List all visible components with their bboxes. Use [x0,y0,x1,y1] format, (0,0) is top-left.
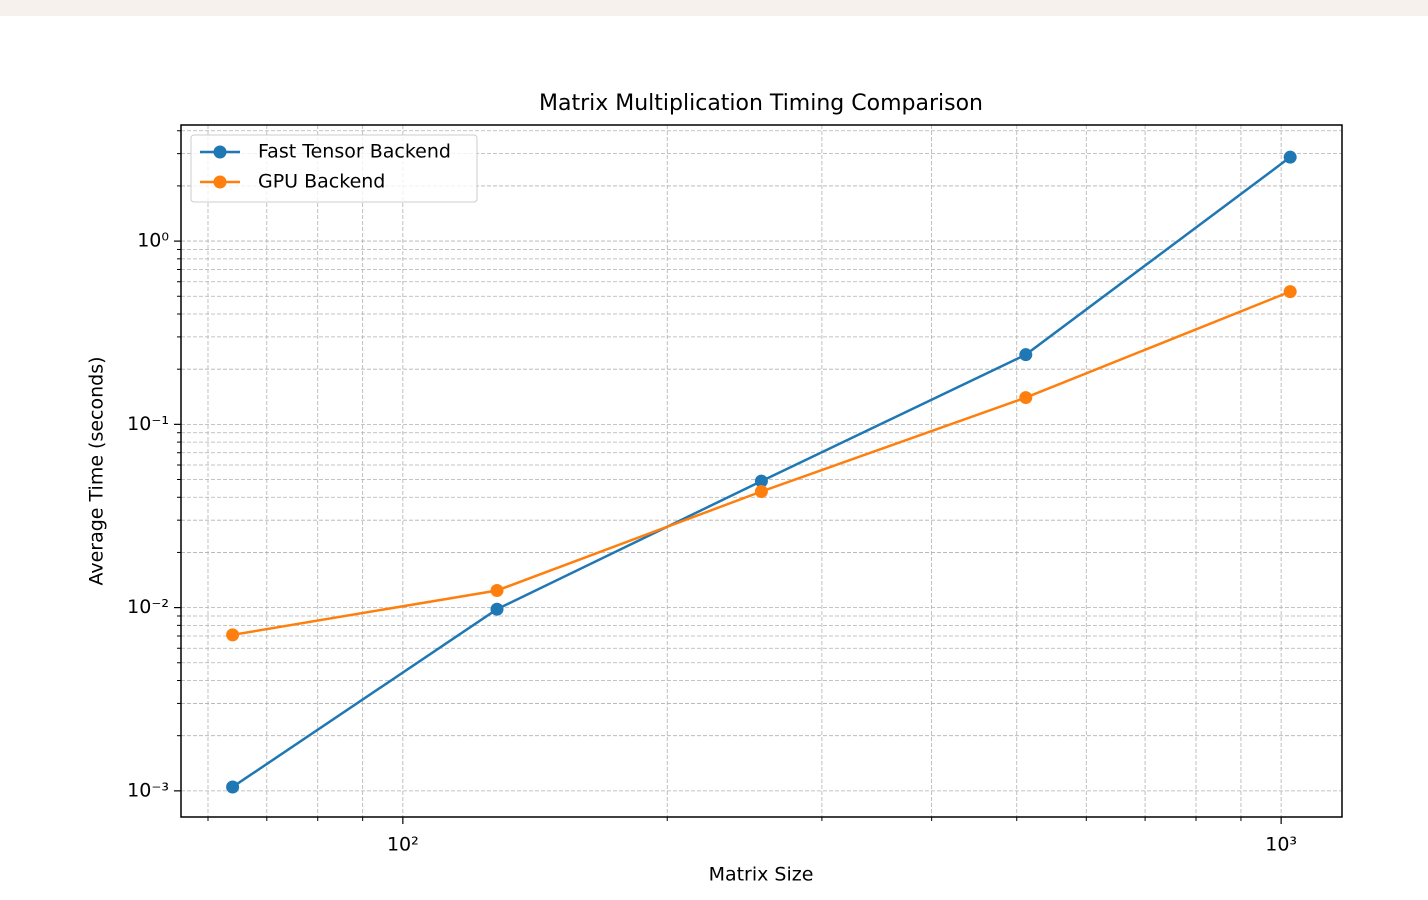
data-point [226,628,240,642]
data-point [754,485,768,499]
data-point [490,602,504,616]
data-point [754,474,768,488]
y-tick-label: 10⁻³ [127,779,169,801]
data-point [1019,391,1033,405]
data-point [226,780,240,794]
legend-label: Fast Tensor Backend [258,141,451,163]
chart-title: Matrix Multiplication Timing Comparison [539,91,983,116]
window-title-bar [0,0,1428,16]
x-tick-label: 10² [387,834,419,856]
legend-marker [213,175,227,189]
data-point [1019,348,1033,362]
data-point [1283,285,1297,299]
y-axis-label: Average Time (seconds) [86,356,108,585]
legend-box [190,134,478,203]
plot-frame [180,124,1343,818]
x-axis-label: Matrix Size [709,864,814,886]
data-point [490,583,504,597]
series-line [231,156,1291,789]
x-tick-label: 10³ [1265,834,1297,856]
y-tick-label: 10⁻² [127,596,169,618]
legend-label: GPU Backend [258,171,385,193]
y-tick-label: 10⁻¹ [127,413,169,435]
legend-marker [213,145,227,159]
data-point [1283,150,1297,164]
y-tick-label: 10⁰ [137,230,169,252]
series-line [232,290,1291,637]
